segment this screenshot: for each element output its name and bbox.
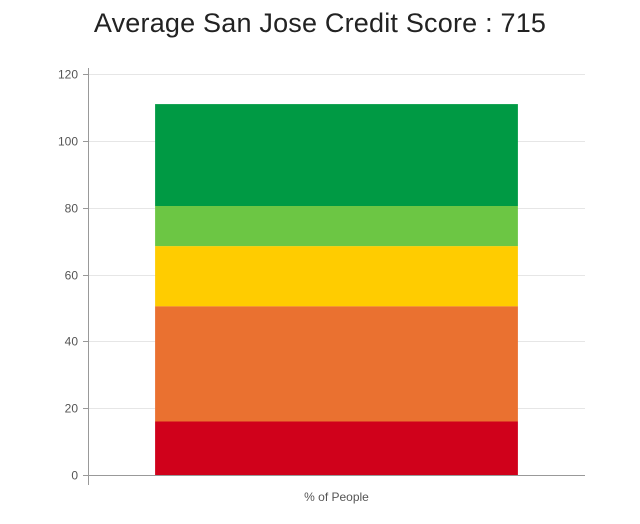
y-tick-label: 40 <box>65 335 79 349</box>
bar-stack <box>155 104 518 475</box>
bar-segment <box>155 306 518 422</box>
axes <box>83 68 585 485</box>
y-tick-label: 0 <box>71 469 78 483</box>
bar-segment <box>155 206 518 247</box>
bar-segment <box>155 421 518 475</box>
bar-segment <box>155 104 518 206</box>
y-tick-labels: 0 20 40 60 80 100 120 <box>58 68 78 483</box>
x-tick-labels: % of People <box>304 490 369 504</box>
x-tick-label: % of People <box>304 490 369 504</box>
y-tick-label: 120 <box>58 68 78 82</box>
y-tick-label: 60 <box>65 269 79 283</box>
bar-segment <box>155 246 518 307</box>
y-tick-label: 80 <box>65 202 79 216</box>
y-tick-label: 20 <box>65 402 79 416</box>
y-tick-label: 100 <box>58 135 78 149</box>
chart-title: Average San Jose Credit Score : 715 <box>93 8 547 38</box>
